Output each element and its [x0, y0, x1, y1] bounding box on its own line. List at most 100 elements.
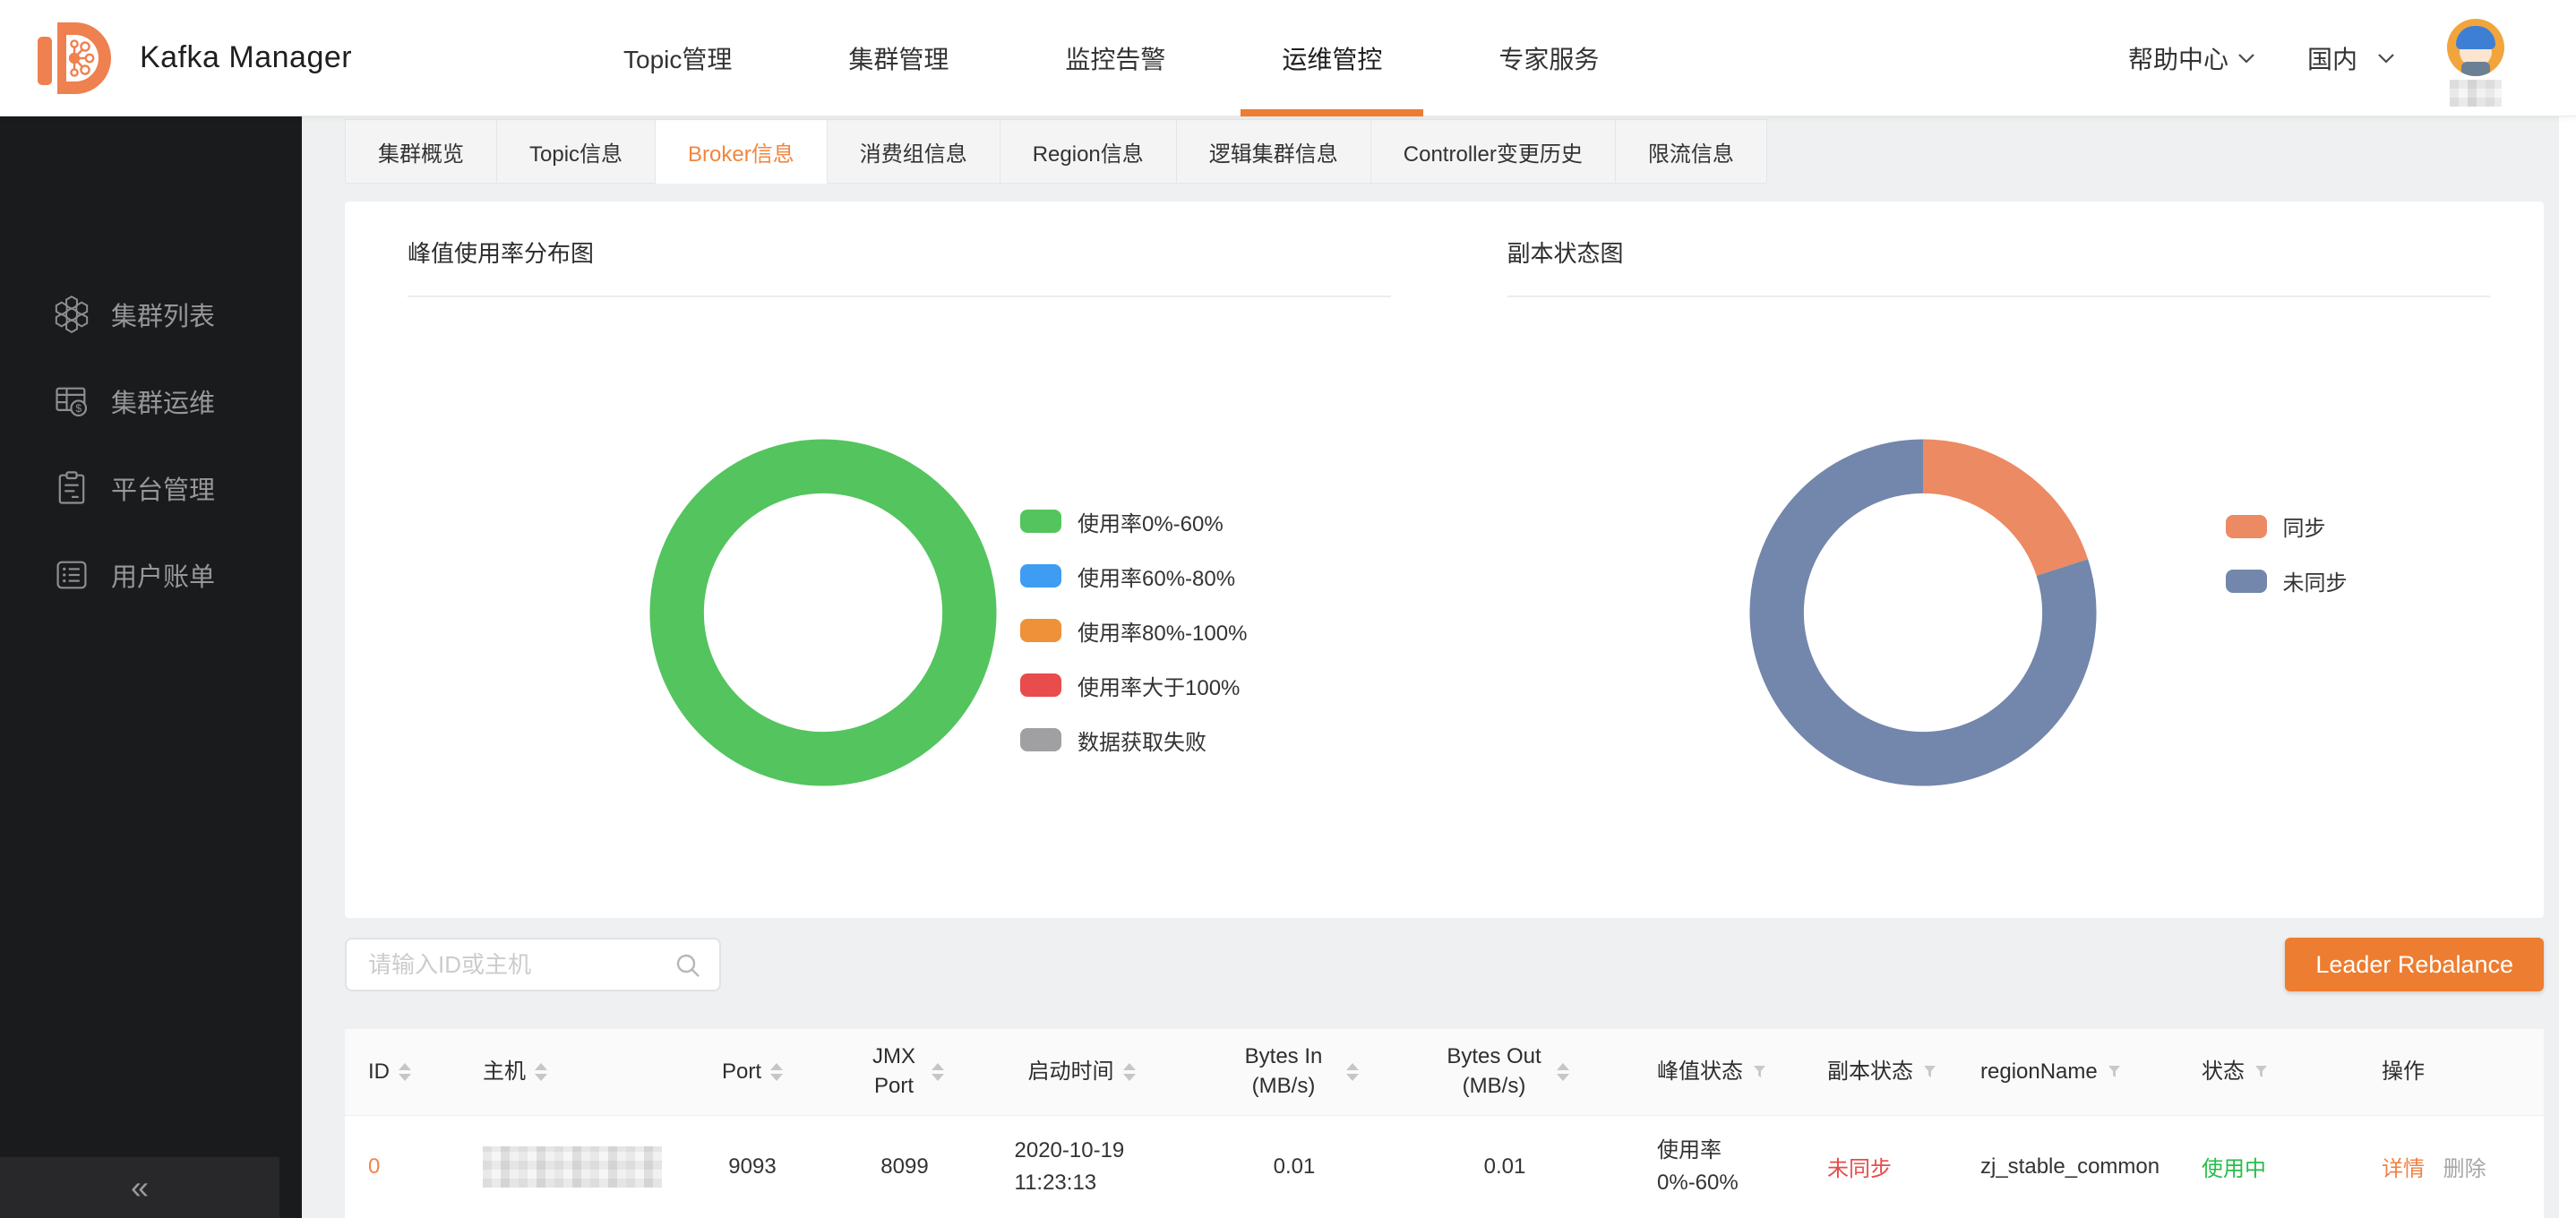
legend-item[interactable]: 同步	[2225, 510, 2348, 542]
col-bytes-in: Bytes In (MB/s)	[1244, 1044, 1323, 1098]
sidebar-collapse-button[interactable]: «	[0, 1157, 279, 1218]
bytes-out-value: 0.01	[1483, 1154, 1526, 1179]
col-start-time: 启动时间	[1027, 1059, 1114, 1084]
sidebar-item-platform-admin[interactable]: 平台管理	[0, 444, 302, 531]
legend-swatch	[1020, 619, 1061, 642]
app-title: Kafka Manager	[140, 40, 353, 74]
tab-region-info[interactable]: Region信息	[1000, 119, 1177, 184]
kafka-manager-logo-icon	[38, 21, 111, 94]
broker-table-row: 0 9093 8099 2020-10-19 11:23:13 0.01 0.0…	[345, 1115, 2544, 1218]
sort-icon[interactable]	[1346, 1062, 1359, 1081]
nav-item-topic[interactable]: Topic管理	[623, 46, 733, 73]
legend-swatch	[2225, 569, 2267, 593]
legend-item[interactable]: 未同步	[2225, 565, 2348, 596]
filter-icon[interactable]	[2254, 1064, 2269, 1079]
sidebar-item-label: 平台管理	[111, 476, 216, 505]
col-status: 状态	[2202, 1059, 2245, 1084]
charts-card: 峰值使用率分布图 使用率0%-60% 使用率60%-80%	[345, 202, 2544, 918]
col-peak-status: 峰值状态	[1657, 1059, 1743, 1084]
legend-item[interactable]: 使用率0%-60%	[1020, 506, 1247, 537]
sort-icon[interactable]	[535, 1062, 547, 1081]
region-name-value: zj_stable_common	[1980, 1154, 2160, 1179]
region-selector[interactable]: 国内	[2307, 40, 2395, 76]
sort-icon[interactable]	[932, 1062, 944, 1081]
help-center-menu[interactable]: 帮助中心	[2128, 40, 2255, 76]
delete-action-link[interactable]: 删除	[2443, 1157, 2486, 1182]
tab-throttle-info[interactable]: 限流信息	[1615, 119, 1767, 184]
nav-item-monitor[interactable]: 监控告警	[1065, 46, 1166, 73]
col-bytes-out: Bytes Out (MB/s)	[1447, 1044, 1541, 1098]
top-header: Kafka Manager Topic管理 集群管理 监控告警 运维管控 专家服…	[0, 0, 2576, 116]
tab-logic-cluster-info[interactable]: 逻辑集群信息	[1176, 119, 1371, 184]
peak-usage-chart-section: 峰值使用率分布图 使用率0%-60% 使用率60%-80%	[345, 202, 1445, 918]
legend-item[interactable]: 使用率80%-100%	[1020, 615, 1247, 647]
avatar-image	[2447, 19, 2504, 76]
sidebar-item-label: 集群列表	[111, 302, 216, 331]
chevron-down-icon	[2238, 54, 2254, 64]
nav-item-cluster[interactable]: 集群管理	[848, 46, 949, 73]
col-port: Port	[721, 1059, 761, 1084]
platform-admin-icon	[52, 468, 91, 508]
tab-consumer-group-info[interactable]: 消费组信息	[827, 119, 1000, 184]
filter-icon[interactable]	[2107, 1064, 2122, 1079]
legend-swatch	[2225, 514, 2267, 538]
legend-swatch	[1020, 728, 1061, 751]
filter-icon[interactable]	[1752, 1064, 1767, 1079]
sidebar-item-user-bill[interactable]: 用户账单	[0, 531, 302, 618]
page-scrollbar[interactable]	[2558, 116, 2576, 1218]
port-value: 9093	[728, 1154, 777, 1179]
collapse-chevrons-icon: «	[130, 1169, 150, 1205]
sidebar-item-cluster-ops[interactable]: $ 集群运维	[0, 357, 302, 444]
bytes-in-value: 0.01	[1273, 1154, 1316, 1179]
legend-swatch	[1020, 510, 1061, 533]
col-host: 主机	[483, 1059, 526, 1084]
sort-icon[interactable]	[770, 1062, 783, 1081]
user-avatar[interactable]	[2447, 19, 2504, 107]
detail-action-link[interactable]: 详情	[2382, 1157, 2425, 1182]
sidebar-item-cluster-list[interactable]: 集群列表	[0, 270, 302, 357]
sidebar-item-label: 集群运维	[111, 389, 216, 418]
username-redacted	[2450, 80, 2502, 107]
col-jmx-port: JMX Port	[872, 1044, 915, 1098]
legend-item[interactable]: 数据获取失败	[1020, 725, 1247, 756]
cluster-list-icon	[52, 295, 91, 334]
content-area: 集群概览 Topic信息 Broker信息 消费组信息 Region信息 逻辑集…	[302, 116, 2576, 1218]
chevron-down-icon	[2378, 54, 2394, 64]
sort-icon[interactable]	[1122, 1062, 1136, 1081]
search-input[interactable]	[345, 938, 721, 991]
replica-status-chart-section: 副本状态图 同步 未同步	[1445, 202, 2545, 918]
tab-cluster-overview[interactable]: 集群概览	[345, 119, 497, 184]
tab-broker-info[interactable]: Broker信息	[656, 119, 828, 184]
sidebar: 集群列表 $ 集群运维	[0, 116, 302, 1218]
sort-icon[interactable]	[1557, 1062, 1569, 1081]
legend-item[interactable]: 使用率大于100%	[1020, 670, 1247, 701]
legend-item[interactable]: 使用率60%-80%	[1020, 561, 1247, 592]
nav-item-expert[interactable]: 专家服务	[1498, 46, 1600, 73]
sidebar-item-label: 用户账单	[111, 562, 216, 592]
tab-topic-info[interactable]: Topic信息	[497, 119, 657, 184]
svg-text:$: $	[75, 402, 82, 415]
legend-swatch	[1020, 564, 1061, 588]
tab-controller-history[interactable]: Controller变更历史	[1370, 119, 1616, 184]
nav-item-ops[interactable]: 运维管控	[1241, 0, 1424, 116]
start-time-value: 2020-10-19 11:23:13	[1014, 1137, 1125, 1195]
col-region-name: regionName	[1980, 1059, 2098, 1084]
col-replica-status: 副本状态	[1827, 1059, 1913, 1084]
broker-toolbar: Leader Rebalance	[345, 938, 2544, 991]
status-value: 使用中	[2202, 1157, 2266, 1182]
filter-icon[interactable]	[1922, 1064, 1937, 1079]
divider	[408, 296, 1391, 297]
header-right: 帮助中心 国内	[2128, 0, 2504, 116]
jmx-port-value: 8099	[880, 1154, 929, 1179]
replica-status-donut-chart	[1748, 439, 2097, 786]
chart-title: 副本状态图	[1507, 240, 1624, 267]
legend-swatch	[1020, 673, 1061, 697]
col-id: ID	[368, 1059, 390, 1084]
search-icon[interactable]	[674, 952, 701, 979]
broker-id-link[interactable]: 0	[368, 1154, 381, 1179]
leader-rebalance-button[interactable]: Leader Rebalance	[2285, 938, 2544, 991]
cluster-ops-icon: $	[52, 382, 91, 421]
sort-icon[interactable]	[399, 1062, 411, 1081]
peak-usage-donut-chart	[649, 439, 997, 786]
